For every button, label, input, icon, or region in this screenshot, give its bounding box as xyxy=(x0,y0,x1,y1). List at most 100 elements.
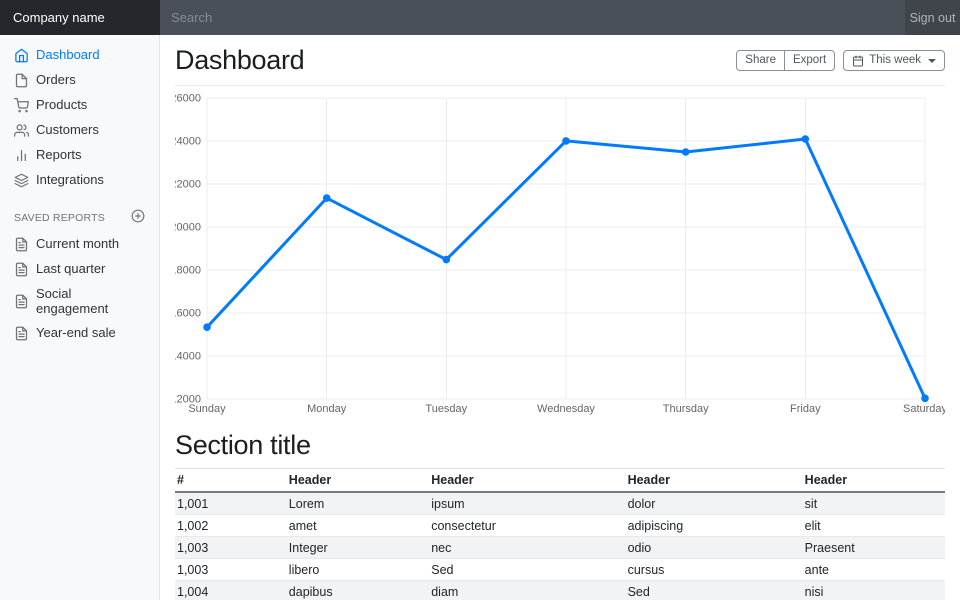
saved-report-year-end-sale[interactable]: Year-end sale xyxy=(0,321,159,346)
table-cell: sit xyxy=(804,496,818,511)
table-header-cell: Header xyxy=(425,468,622,493)
sidebar-item-products[interactable]: Products xyxy=(0,93,159,118)
y-tick-label: 18000 xyxy=(175,265,201,277)
sidebar-item-label: Customers xyxy=(36,122,99,138)
table-cell: Integer xyxy=(288,540,328,555)
y-tick-label: 24000 xyxy=(175,136,201,148)
search-input[interactable] xyxy=(160,0,905,35)
y-tick-label: 14000 xyxy=(175,351,201,363)
table-cell: Sed xyxy=(627,584,650,599)
saved-reports-heading: Saved reports xyxy=(0,193,159,232)
saved-report-social-engagement[interactable]: Social engagement xyxy=(0,282,159,321)
table-row: 1,004 dapibus diam Sed nisi xyxy=(175,580,945,600)
table-cell: Praesent xyxy=(804,540,855,555)
data-point xyxy=(681,148,690,156)
action-button-group: Share Export xyxy=(736,50,836,71)
page-body: Dashboard Orders Products Customers Reports I… xyxy=(0,35,960,600)
shopping-cart-icon xyxy=(14,98,29,113)
table-header-cell: Header xyxy=(282,468,426,493)
table-cell: adipiscing xyxy=(627,518,684,533)
y-tick-label: 12000 xyxy=(175,394,201,406)
sidebar-item-customers[interactable]: Customers xyxy=(0,118,159,143)
file-text-icon xyxy=(15,294,28,309)
export-button[interactable]: Export xyxy=(783,50,836,71)
section-title: Section title xyxy=(175,430,311,460)
table-header-cell: # xyxy=(175,468,283,493)
sidebar: Dashboard Orders Products Customers Reports I… xyxy=(0,35,160,600)
file-text-icon xyxy=(15,237,28,252)
data-point xyxy=(322,194,331,202)
saved-report-label: Social engagement xyxy=(36,286,109,316)
x-tick-label: Thursday xyxy=(663,403,709,415)
y-tick-label: 22000 xyxy=(175,179,201,191)
home-icon xyxy=(15,48,28,63)
table-cell: ante xyxy=(804,562,830,577)
table-cell: 1,003 xyxy=(177,562,209,577)
page-header: Dashboard Share Export This week xyxy=(175,35,945,86)
week-dropdown-label: This week xyxy=(869,54,921,66)
saved-report-last-quarter[interactable]: Last quarter xyxy=(0,257,159,282)
data-point xyxy=(203,323,211,331)
x-tick-label: Tuesday xyxy=(425,403,467,415)
data-table: # Header Header Header Header 1,001 Lorem ipsu… xyxy=(175,468,945,600)
x-tick-label: Monday xyxy=(307,403,347,415)
table-body: 1,001 Lorem ipsum dolor sit 1,002 amet consecte… xyxy=(175,492,945,600)
table-cell: 1,001 xyxy=(177,496,209,511)
sidebar-item-orders[interactable]: Orders xyxy=(0,68,159,93)
bar-chart-icon xyxy=(17,149,26,162)
table-cell: libero xyxy=(288,562,320,577)
table-cell: diam xyxy=(431,584,459,599)
week-dropdown-button[interactable]: This week xyxy=(843,50,945,71)
sidebar-item-label: Orders xyxy=(36,72,76,88)
table-header-cell: Header xyxy=(621,468,799,493)
file-text-icon xyxy=(15,262,28,277)
table-header-cell: Header xyxy=(798,468,945,493)
table-cell: ipsum xyxy=(431,496,465,511)
sidebar-item-dashboard[interactable]: Dashboard xyxy=(0,43,159,68)
table-header-row: # Header Header Header Header xyxy=(175,468,945,493)
x-tick-label: Wednesday xyxy=(537,403,595,415)
saved-report-label: Year-end sale xyxy=(36,325,116,341)
table-cell: consectetur xyxy=(431,518,496,533)
table-row: 1,002 amet consectetur adipiscing elit xyxy=(175,515,945,537)
x-tick-label: Friday xyxy=(790,403,821,415)
sidebar-item-label: Products xyxy=(36,97,88,113)
toolbar: Share Export This week xyxy=(736,50,945,71)
sales-line-chart[interactable]: 12000 14000 16000 18000 20000 22000 24000 26000… xyxy=(175,91,945,417)
sidebar-item-reports[interactable]: Reports xyxy=(0,143,159,168)
y-tick-label: 20000 xyxy=(175,222,201,234)
saved-report-current-month[interactable]: Current month xyxy=(0,232,159,257)
table-cell: Lorem xyxy=(288,496,325,511)
saved-report-label: Last quarter xyxy=(36,261,106,277)
table-cell: nec xyxy=(431,540,452,555)
table-cell: dolor xyxy=(627,496,656,511)
table-head: # Header Header Header Header xyxy=(175,468,945,493)
table-cell: odio xyxy=(627,540,652,555)
table-cell: Sed xyxy=(431,562,454,577)
file-text-icon xyxy=(15,326,28,341)
add-report-button[interactable] xyxy=(131,209,145,226)
data-point xyxy=(921,394,929,403)
saved-reports-label: Saved reports xyxy=(14,211,105,224)
table-cell: 1,002 xyxy=(177,518,209,533)
data-point xyxy=(442,255,451,264)
table-cell: cursus xyxy=(627,562,665,577)
page-title: Dashboard xyxy=(175,45,305,75)
sidebar-nav: Dashboard Orders Products Customers Reports I… xyxy=(0,43,159,193)
table-cell: 1,004 xyxy=(177,584,209,599)
y-tick-label: 26000 xyxy=(175,93,201,105)
share-button[interactable]: Share xyxy=(736,50,785,71)
sign-out-link[interactable]: Sign out xyxy=(909,10,956,25)
sidebar-item-integrations[interactable]: Integrations xyxy=(0,168,159,193)
plus-circle-icon[interactable] xyxy=(131,209,145,223)
users-icon xyxy=(14,124,29,137)
y-tick-label: 16000 xyxy=(175,308,201,320)
x-tick-label: Saturday xyxy=(903,403,945,415)
table-cell: 1,003 xyxy=(177,540,209,555)
table-row: 1,003 Integer nec odio Praesent xyxy=(175,536,945,559)
brand[interactable]: Company name xyxy=(0,0,160,35)
x-tick-label: Sunday xyxy=(188,403,226,415)
signout-area: Sign out xyxy=(905,0,960,35)
file-icon xyxy=(15,73,28,88)
